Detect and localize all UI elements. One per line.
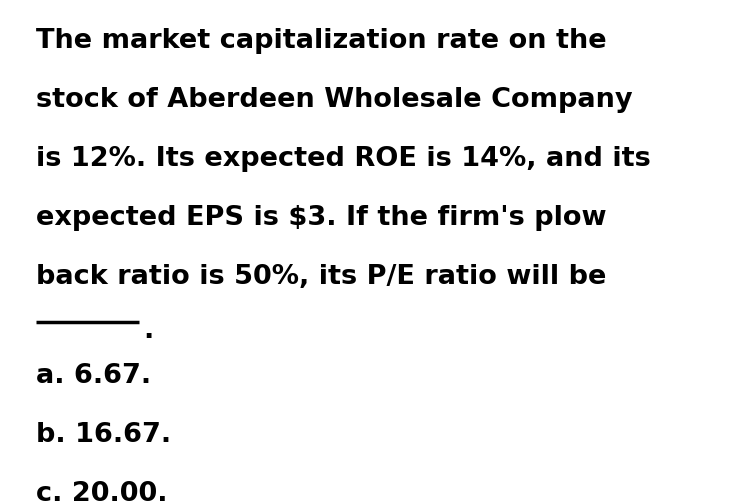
Text: a. 6.67.: a. 6.67. — [36, 363, 151, 389]
Text: b. 16.67.: b. 16.67. — [36, 422, 171, 448]
Text: back ratio is 50%, its P/E ratio will be: back ratio is 50%, its P/E ratio will be — [36, 264, 606, 290]
Text: .: . — [143, 318, 153, 344]
Text: is 12%. Its expected ROE is 14%, and its: is 12%. Its expected ROE is 14%, and its — [36, 146, 650, 172]
Text: stock of Aberdeen Wholesale Company: stock of Aberdeen Wholesale Company — [36, 87, 632, 113]
Text: The market capitalization rate on the: The market capitalization rate on the — [36, 28, 607, 54]
Text: expected EPS is $3. If the firm's plow: expected EPS is $3. If the firm's plow — [36, 205, 607, 231]
Text: c. 20.00.: c. 20.00. — [36, 481, 168, 501]
